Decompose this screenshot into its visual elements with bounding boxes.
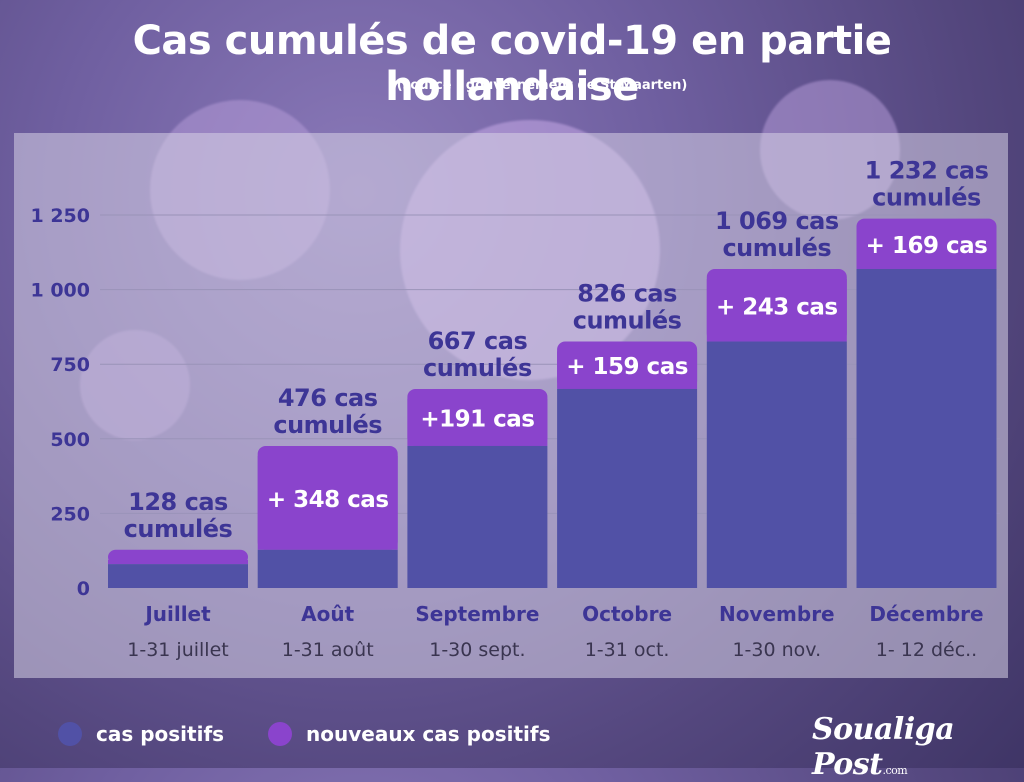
bar-top-label: cumulés	[124, 515, 233, 543]
legend-label-base: cas positifs	[96, 722, 225, 746]
y-tick-label: 500	[50, 429, 90, 451]
chart-subtitle: (source : gouvernement de St Maarten)	[396, 78, 688, 93]
bar-segment-base	[856, 269, 997, 588]
x-sub-label: 1-30 sept.	[429, 639, 525, 661]
bar-top-label: cumulés	[573, 307, 682, 335]
bar-segment-base	[108, 564, 248, 588]
legend-swatch-new	[268, 722, 292, 746]
chart-title: Cas cumulés de covid-19 en partie hollan…	[132, 18, 892, 110]
bar-inner-label: + 243 cas	[716, 294, 838, 320]
brand-logo[interactable]: Soualiga Post.com	[812, 712, 1024, 782]
legend-label-new: nouveaux cas positifs	[306, 722, 551, 746]
x-sub-label: 1-31 oct.	[585, 639, 670, 661]
y-tick-label: 750	[50, 354, 90, 376]
bar-segment-new-fill	[407, 398, 548, 446]
bar-segment-new-fill	[706, 279, 847, 342]
bar-segment-new-fill	[557, 351, 698, 389]
bar-top-label: 1 232 cas	[865, 157, 989, 185]
y-tick-label: 250	[50, 503, 90, 525]
bar-inner-label: + 348 cas	[267, 487, 389, 513]
x-tick-label: Septembre	[415, 602, 539, 626]
bar-top-label: 826 cas	[577, 280, 677, 308]
bar-inner-label: + 159 cas	[566, 354, 688, 380]
x-tick-label: Octobre	[582, 602, 672, 626]
x-sub-label: 1-30 nov.	[732, 639, 821, 661]
bar-top-label: 1 069 cas	[715, 207, 839, 235]
x-tick-label: Juillet	[143, 602, 211, 626]
bar-top-label: cumulés	[872, 184, 981, 212]
bar-inner-label: +191 cas	[420, 406, 534, 432]
x-sub-label: 1- 12 déc..	[876, 639, 977, 661]
bar-top-label: cumulés	[722, 234, 831, 262]
legend-item-new: nouveaux cas positifs	[268, 722, 550, 746]
x-tick-label: Novembre	[719, 602, 835, 626]
y-tick-label: 1 000	[31, 280, 91, 302]
x-tick-label: Décembre	[869, 602, 983, 626]
y-tick-label: 0	[77, 578, 90, 600]
bar-top-label: cumulés	[273, 411, 382, 439]
bar-top-label: 476 cas	[278, 384, 378, 412]
bar-inner-label: + 169 cas	[866, 233, 988, 259]
bar-segment-base	[706, 341, 847, 588]
x-sub-label: 1-31 juillet	[127, 639, 228, 661]
bar-top-label: cumulés	[423, 354, 532, 382]
bar-segment-new-fill	[257, 455, 398, 550]
legend-item-base: cas positifs	[58, 722, 224, 746]
logo-suffix: .com	[882, 764, 908, 777]
bar-segment-new-fill	[108, 559, 248, 565]
bar-segment-base	[407, 445, 548, 588]
bar-segment-base	[257, 549, 398, 588]
bar-top-label: 128 cas	[128, 488, 228, 516]
bar-top-label: 667 cas	[428, 327, 528, 355]
bar-segment-new-fill	[856, 228, 997, 270]
x-tick-label: Août	[301, 602, 354, 626]
bar-segment-base	[557, 388, 698, 588]
legend-swatch-base	[58, 722, 82, 746]
x-sub-label: 1-31 août	[282, 639, 374, 661]
y-tick-label: 1 250	[31, 205, 91, 227]
